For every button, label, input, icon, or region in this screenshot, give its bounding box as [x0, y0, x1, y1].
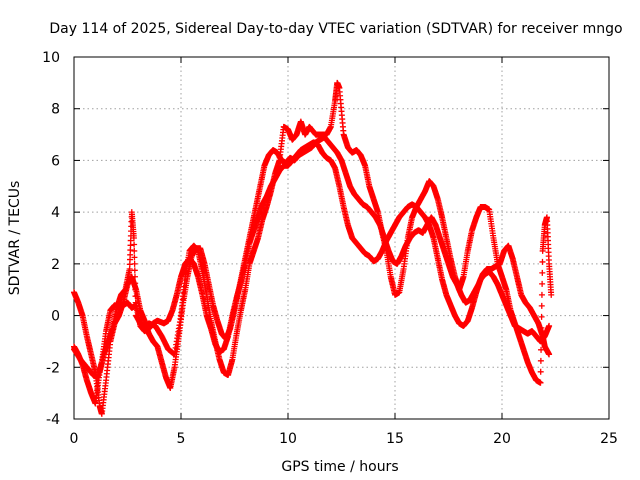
data-point [539, 280, 546, 287]
data-point [548, 291, 555, 298]
data-point [539, 258, 546, 265]
x-tick-label: 10 [279, 431, 297, 447]
data-point [538, 346, 545, 353]
y-axis-label: SDTVAR / TECUs [7, 181, 23, 296]
y-tick-label: 2 [51, 257, 60, 273]
data-point [131, 254, 138, 261]
series-track-3 [71, 139, 553, 381]
data-point [131, 260, 138, 267]
x-axis-label: GPS time / hours [281, 459, 398, 475]
chart-title: Day 114 of 2025, Sidereal Day-to-day VTE… [49, 21, 622, 37]
data-point [537, 357, 544, 364]
series-track-1 [71, 79, 555, 407]
data-series [71, 79, 555, 417]
y-tick-label: 8 [51, 102, 60, 118]
x-tick-label: 5 [177, 431, 186, 447]
x-tick-label: 0 [70, 431, 79, 447]
data-point [130, 235, 137, 241]
data-point [539, 269, 546, 276]
y-tick-label: -4 [46, 412, 60, 428]
data-point [538, 313, 545, 320]
data-point [537, 368, 544, 375]
data-point [538, 291, 545, 298]
grid [74, 57, 609, 419]
x-tick-label: 20 [493, 431, 511, 447]
data-point [131, 267, 138, 274]
x-tick-label: 25 [600, 431, 618, 447]
y-tick-label: 10 [42, 50, 60, 66]
data-point [131, 247, 138, 254]
y-tick-label: 4 [51, 205, 60, 221]
y-tick-label: 6 [51, 153, 60, 169]
data-point [537, 379, 544, 386]
plot-frame [73, 56, 610, 420]
series-track-2 [71, 134, 553, 417]
data-point [131, 241, 138, 248]
y-tick-label: -2 [46, 360, 60, 376]
axis-ticks: 0 5 10 15 20 25 -4 -2 0 2 4 6 8 10 [42, 50, 618, 447]
y-tick-label: 0 [51, 309, 60, 325]
x-tick-label: 15 [386, 431, 404, 447]
data-point [538, 302, 545, 309]
